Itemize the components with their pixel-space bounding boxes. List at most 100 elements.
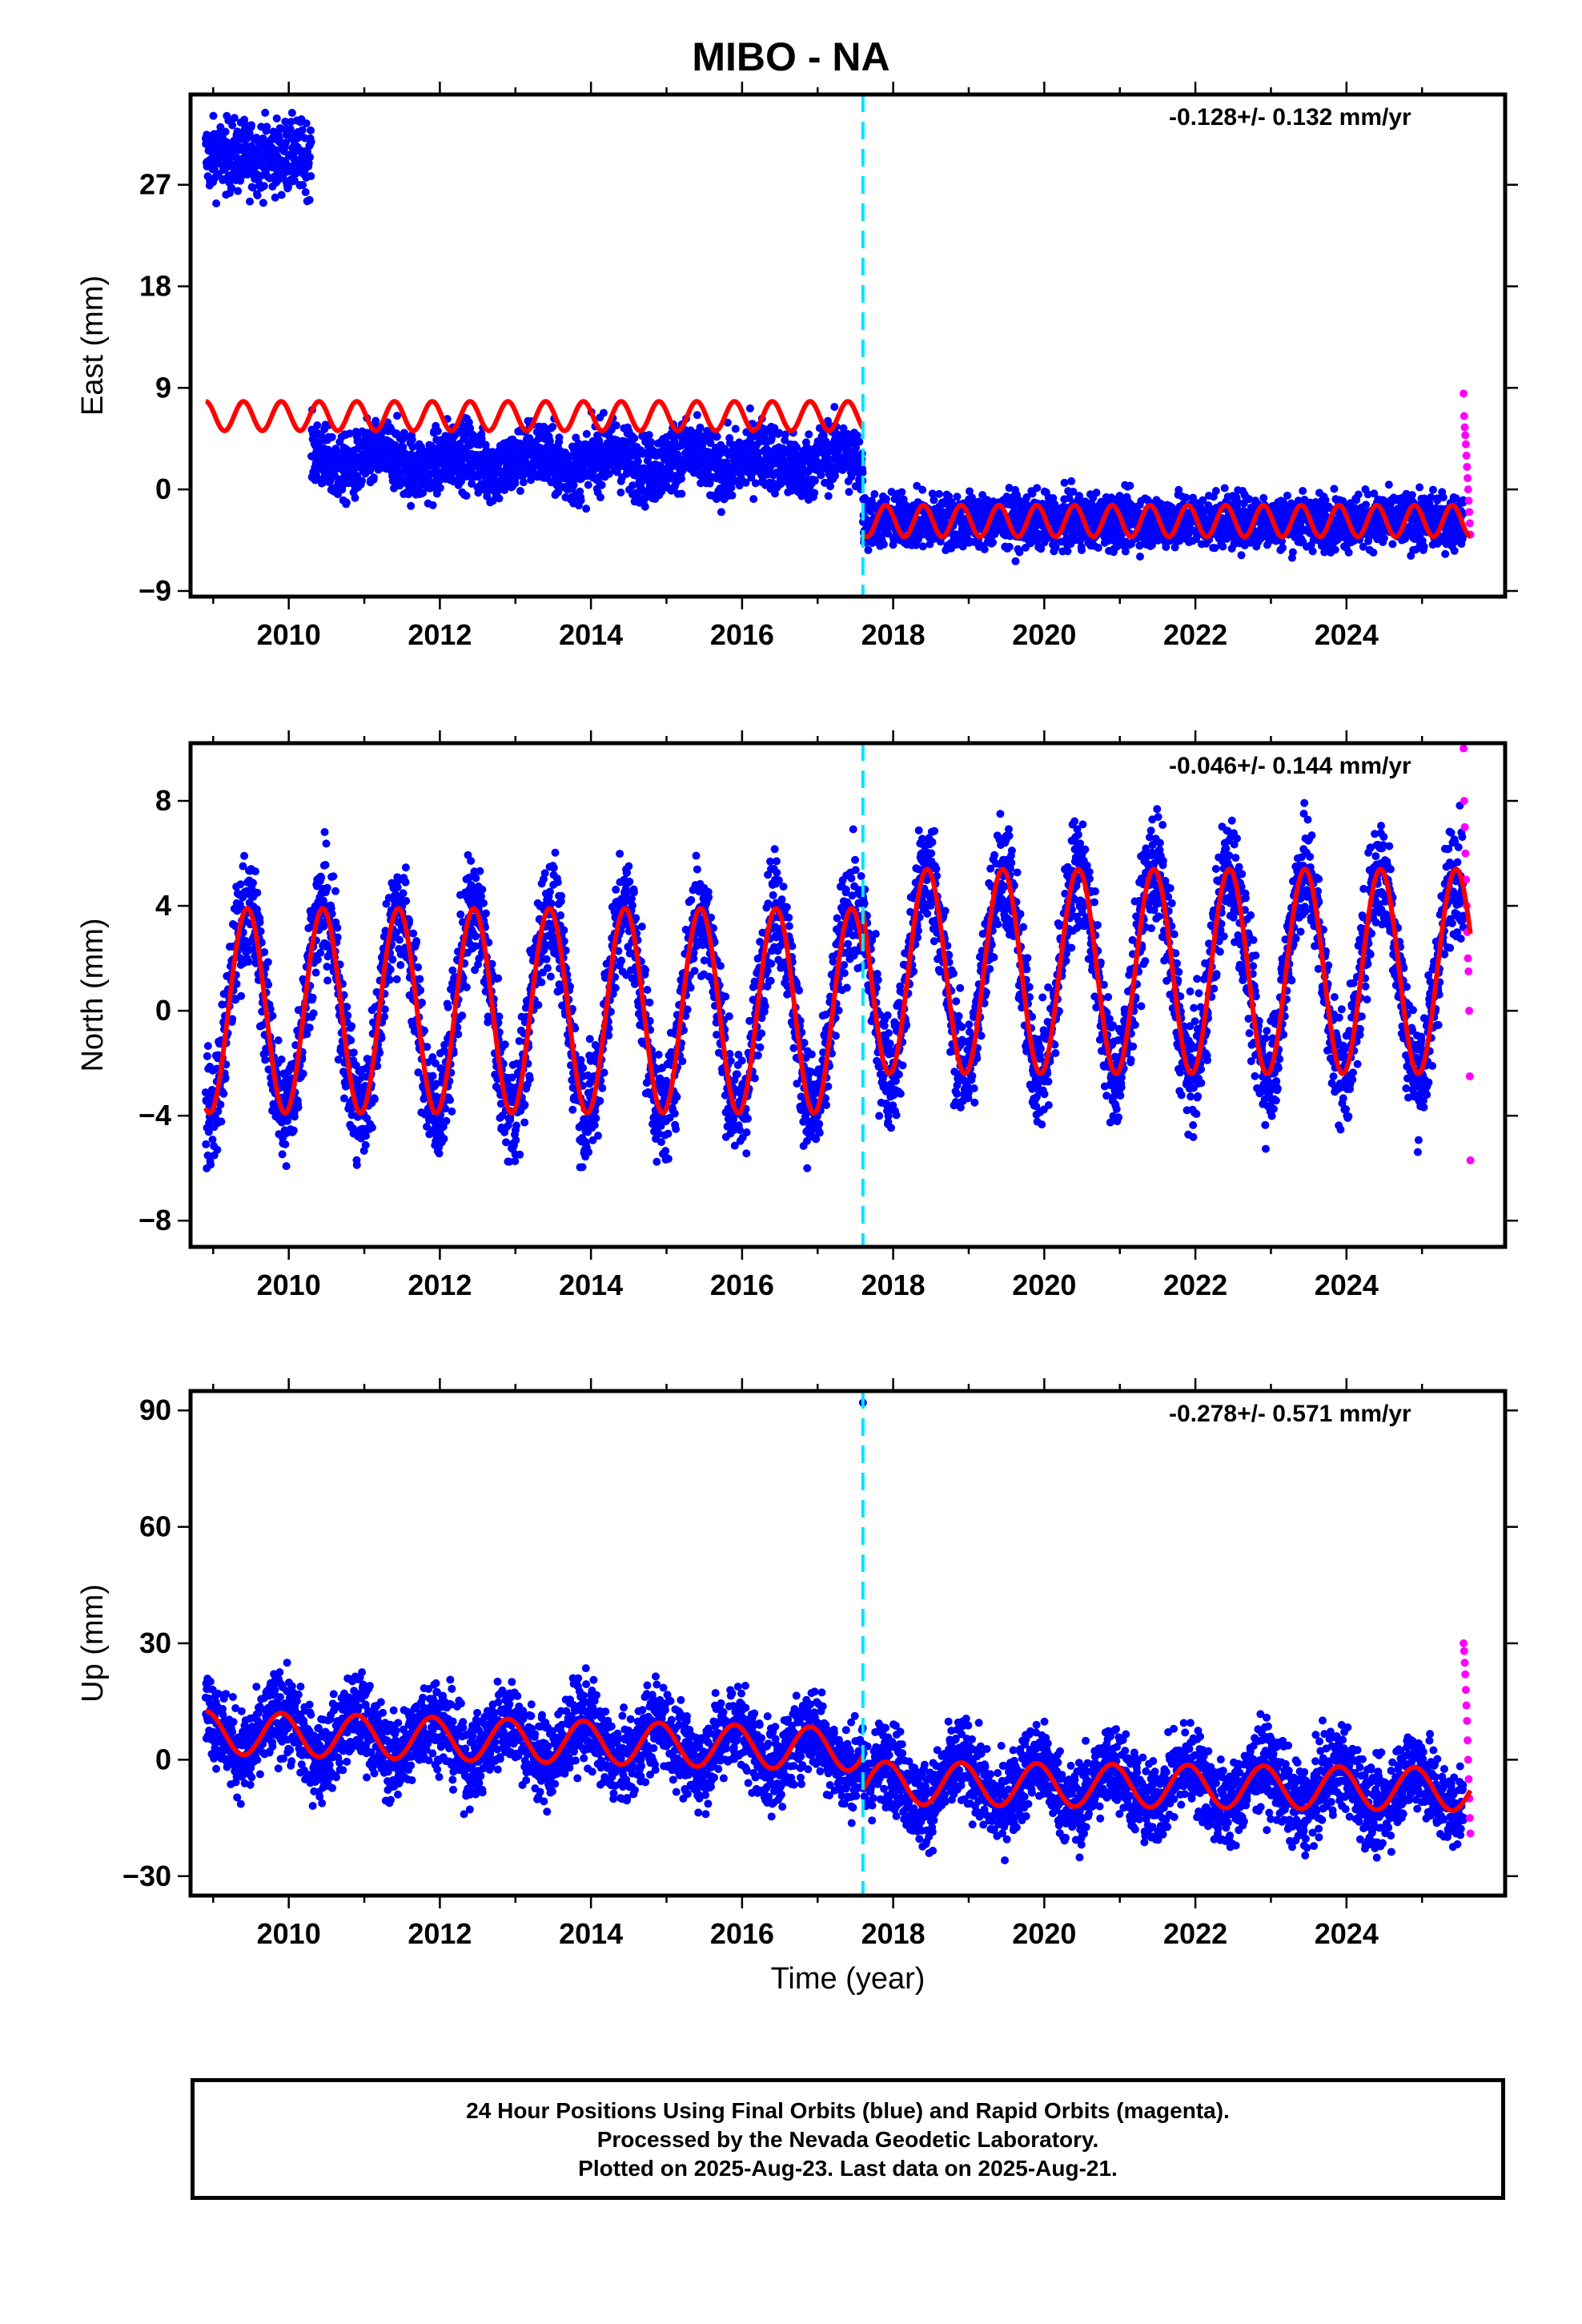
- data-point: [519, 478, 528, 487]
- y-tick-label: −8: [139, 1204, 171, 1236]
- data-point: [495, 494, 504, 503]
- data-point: [217, 1117, 226, 1126]
- data-point: [259, 199, 267, 207]
- data-point: [582, 429, 591, 438]
- rapid-point: [1461, 440, 1470, 448]
- rapid-point: [1462, 451, 1471, 460]
- data-point: [516, 487, 524, 496]
- data-point: [393, 412, 402, 420]
- data-point: [203, 1051, 211, 1060]
- data-point: [576, 496, 585, 505]
- data-point: [216, 1100, 225, 1109]
- data-point: [597, 480, 606, 489]
- data-point: [749, 495, 758, 504]
- rapid-point: [1460, 389, 1468, 398]
- data-point: [1388, 540, 1397, 549]
- data-point: [1063, 547, 1072, 556]
- y-tick-label: −9: [139, 574, 171, 607]
- data-point: [612, 421, 620, 430]
- x-tick-label: 2010: [257, 618, 321, 651]
- data-point: [213, 1145, 222, 1154]
- data-point: [327, 432, 336, 441]
- data-point: [824, 492, 833, 501]
- data-point: [1211, 487, 1220, 496]
- x-tick-label: 2012: [408, 1269, 472, 1301]
- data-point: [934, 489, 943, 498]
- data-point: [342, 498, 351, 507]
- data-point: [313, 421, 322, 430]
- data-point: [633, 457, 642, 466]
- y-tick-label: −4: [139, 1099, 171, 1132]
- data-point: [881, 495, 890, 504]
- data-point: [436, 484, 444, 493]
- data-point: [248, 183, 257, 192]
- data-point: [290, 176, 299, 185]
- data-point: [1283, 491, 1291, 500]
- data-point: [918, 542, 927, 551]
- data-point: [1330, 485, 1339, 493]
- data-point: [616, 488, 625, 497]
- x-tick-label: 2024: [1315, 1269, 1379, 1301]
- data-point: [1441, 549, 1450, 558]
- data-point: [717, 508, 725, 517]
- data-point: [1450, 546, 1459, 555]
- data-point: [1237, 551, 1246, 560]
- data-point: [287, 108, 296, 117]
- data-point: [302, 119, 311, 128]
- data-point: [245, 129, 254, 138]
- data-point: [855, 437, 864, 446]
- data-point: [864, 545, 873, 554]
- data-point: [830, 403, 839, 412]
- data-point: [582, 505, 591, 513]
- data-point: [428, 501, 437, 509]
- x-tick-label: 2022: [1163, 1269, 1227, 1301]
- data-point: [1219, 542, 1227, 551]
- data-point: [1379, 533, 1388, 542]
- y-tick-label: 18: [139, 270, 171, 303]
- data-point: [1092, 489, 1101, 497]
- data-point: [1094, 544, 1102, 553]
- data-point: [272, 146, 281, 155]
- data-point: [227, 183, 236, 192]
- data-point: [596, 493, 604, 502]
- data-point: [259, 182, 268, 191]
- rapid-point: [1465, 508, 1474, 517]
- data-point: [1078, 545, 1086, 554]
- x-tick-label: 2014: [559, 618, 623, 651]
- x-tick-label: 2012: [408, 618, 472, 651]
- data-point: [306, 126, 315, 135]
- data-point: [980, 545, 989, 553]
- data-point: [261, 108, 270, 117]
- data-point: [1308, 547, 1317, 556]
- y-tick-label: 27: [139, 168, 171, 201]
- data-point: [728, 491, 737, 500]
- data-point: [462, 492, 471, 501]
- data-point: [247, 121, 256, 130]
- data-point: [1419, 542, 1428, 551]
- data-point: [299, 181, 307, 190]
- data-point: [272, 114, 281, 123]
- data-point: [870, 489, 879, 498]
- data-point: [301, 188, 310, 197]
- data-point: [358, 476, 367, 485]
- data-point: [805, 430, 813, 439]
- data-point: [221, 1073, 230, 1082]
- x-tick-label: 2022: [1163, 618, 1227, 651]
- data-point: [281, 139, 290, 147]
- y-tick-label: 0: [155, 472, 171, 505]
- data-point: [1005, 542, 1014, 551]
- data-point: [1331, 545, 1339, 554]
- data-point: [230, 114, 239, 123]
- data-point: [640, 502, 649, 511]
- data-point: [221, 127, 230, 136]
- data-point: [1011, 557, 1020, 565]
- data-point: [630, 434, 639, 443]
- x-tick-label: 2018: [861, 1269, 926, 1301]
- data-point: [253, 191, 262, 199]
- data-point: [246, 197, 255, 206]
- data-point: [745, 404, 754, 412]
- data-point: [1299, 486, 1307, 495]
- data-point: [599, 408, 608, 417]
- data-point: [1067, 476, 1076, 485]
